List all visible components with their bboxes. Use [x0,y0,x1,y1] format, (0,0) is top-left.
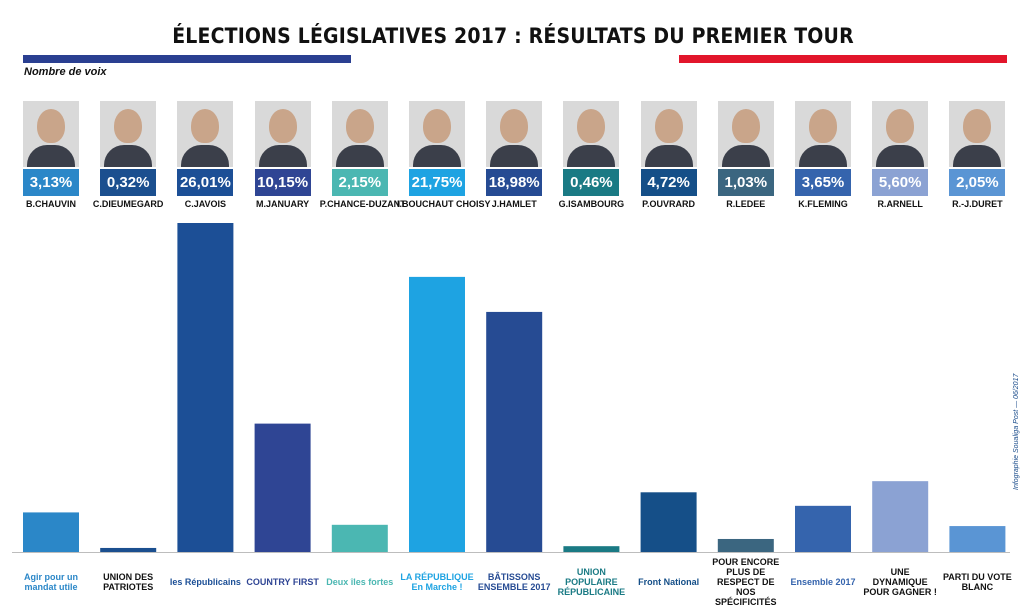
percentage-label: 1,03% [717,169,774,196]
party-logo: BÂTISSONS ENSEMBLE 2017 [477,572,551,592]
bar-r-j-duret [949,526,1006,552]
candidate-photo [331,101,388,167]
candidate-name: M.JANUARY [256,199,310,209]
bar-r-ledee [717,538,774,552]
bar-c-javois [177,223,234,552]
party-logo: UNE DYNAMIQUE POUR GAGNER ! [863,567,937,597]
percentage-label: 3,13% [23,169,79,196]
percentage-label: 0,32% [100,169,157,196]
candidate-photo [23,101,79,167]
party-logo: Ensemble 2017 [790,577,856,587]
candidate-photo [795,101,851,167]
candidate-name: G.ISAMBOURG [558,199,625,209]
candidate-name: J.HAMLET [491,199,537,209]
percentage-label: 5,60% [872,169,929,196]
party-logo: Deux îles fortes [326,577,394,587]
party-logo: UNION DES PATRIOTES [103,572,154,592]
candidate-name: I.BOUCHAUT CHOISY [397,199,491,209]
candidate-name: B.CHAUVIN [25,199,76,209]
party-logo: PARTI DU VOTE BLANC [942,572,1012,592]
x-axis-baseline [12,552,1010,553]
candidate-photo [486,101,543,167]
bar-k-fleming [795,505,851,552]
party-logo: Front National [638,577,700,587]
candidate-name: K.FLEMING [798,199,848,209]
candidate-name: R.ARNELL [877,199,923,209]
candidate-photo [640,101,697,167]
flag-white-stripe [351,55,679,63]
bar-j-hamlet [486,311,543,552]
candidate-photo [717,101,774,167]
candidate-name: C.JAVOIS [184,199,227,209]
party-logo: POUR ENCORE PLUS DE RESPECT DE NOS SPÉCI… [712,557,780,607]
percentage-label: 10,15% [254,169,311,196]
candidate-name: R.-J.DURET [952,199,1003,209]
percentage-label: 2,15% [331,169,388,196]
percentage-label: 18,98% [486,169,543,196]
candidate-photo [409,101,465,167]
percentage-label: 4,72% [640,169,697,196]
candidate-photo [872,101,929,167]
bar-r-arnell [872,481,929,552]
party-logo: les Républicains [169,577,241,587]
party-logo: LA RÉPUBLIQUE En Marche ! [400,572,474,592]
percentage-label: 21,75% [409,169,465,196]
credit-text: Infographie Soualiga Post — 06/2017 [1013,373,1020,490]
bar-m-january [254,423,311,552]
party-logo: Agir pour un mandat utile [24,572,78,592]
percentage-label: 3,65% [795,169,851,196]
candidate-photo [254,101,311,167]
bar-p-ouvrard [640,492,697,552]
candidate-photo [563,101,620,167]
flag-blue-stripe [23,55,351,63]
bar-i-bouchaut-choisy [409,276,465,552]
candidate-name: P.OUVRARD [642,199,696,209]
chart-title: ÉLECTIONS LÉGISLATIVES 2017 : RÉSULTATS … [172,24,854,48]
percentage-label: 2,05% [949,169,1006,196]
y-axis-label: Nombre de voix [24,66,107,78]
flag-red-stripe [679,55,1007,63]
candidate-photo [100,101,157,167]
bar-b-chauvin [23,512,79,552]
bar-p-chance-duzant [331,524,388,552]
percentage-label: 0,46% [563,169,620,196]
party-logo: COUNTRY FIRST [246,577,319,587]
candidate-name: C.DIEUMEGARD [92,199,164,209]
candidate-photo [177,101,234,167]
percentage-label: 26,01% [177,169,234,196]
candidate-photo [949,101,1006,167]
tricolor-bar [23,55,1007,63]
candidate-name: R.LEDEE [726,199,766,209]
party-logo: UNION POPULAIRE RÉPUBLICAINE [557,567,626,597]
candidate-name: P.CHANCE-DUZANT [319,199,406,209]
